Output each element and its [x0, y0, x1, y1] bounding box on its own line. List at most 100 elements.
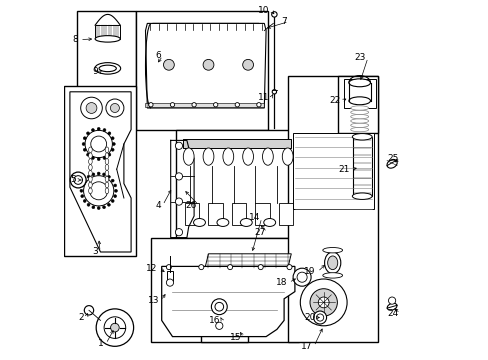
Circle shape — [97, 207, 100, 210]
Circle shape — [107, 203, 110, 206]
Ellipse shape — [183, 148, 194, 165]
Bar — [337, 76, 377, 133]
Circle shape — [313, 311, 326, 324]
Circle shape — [96, 309, 133, 346]
Circle shape — [227, 265, 232, 270]
Circle shape — [83, 137, 86, 140]
Circle shape — [163, 59, 174, 70]
Circle shape — [114, 189, 117, 192]
Ellipse shape — [88, 182, 92, 188]
Polygon shape — [149, 23, 264, 31]
Ellipse shape — [350, 106, 368, 110]
Circle shape — [175, 142, 182, 149]
Circle shape — [102, 173, 105, 176]
Circle shape — [203, 59, 213, 70]
Text: 13: 13 — [147, 296, 159, 305]
Bar — [208, 203, 223, 225]
Ellipse shape — [193, 219, 205, 226]
Circle shape — [296, 272, 306, 282]
Text: 23: 23 — [354, 53, 366, 62]
Ellipse shape — [105, 165, 108, 170]
Circle shape — [170, 103, 174, 107]
Text: 1: 1 — [98, 339, 104, 348]
Circle shape — [107, 175, 110, 178]
Text: 26: 26 — [185, 201, 197, 210]
Circle shape — [110, 104, 119, 112]
Circle shape — [91, 129, 94, 131]
Polygon shape — [292, 79, 373, 340]
Circle shape — [92, 206, 95, 209]
Bar — [185, 203, 199, 225]
Polygon shape — [145, 23, 265, 108]
Circle shape — [81, 97, 102, 119]
Circle shape — [108, 153, 111, 156]
Ellipse shape — [263, 219, 275, 226]
Text: 17: 17 — [300, 342, 311, 351]
Circle shape — [175, 198, 182, 205]
Circle shape — [89, 182, 107, 200]
Ellipse shape — [262, 148, 273, 165]
Circle shape — [86, 153, 89, 156]
Text: 8: 8 — [72, 35, 78, 44]
Ellipse shape — [272, 90, 276, 94]
Circle shape — [86, 103, 97, 113]
Ellipse shape — [348, 97, 370, 105]
Ellipse shape — [327, 256, 337, 270]
Bar — [278, 203, 292, 225]
Text: 18: 18 — [275, 278, 286, 287]
Circle shape — [112, 143, 115, 145]
Ellipse shape — [271, 12, 277, 17]
Circle shape — [83, 179, 86, 182]
Polygon shape — [183, 148, 294, 166]
Ellipse shape — [348, 79, 370, 87]
Circle shape — [242, 59, 253, 70]
Text: 12: 12 — [146, 264, 157, 273]
Ellipse shape — [282, 148, 292, 165]
Ellipse shape — [386, 159, 396, 168]
Circle shape — [81, 184, 83, 187]
Ellipse shape — [350, 114, 368, 119]
Bar — [231, 203, 246, 225]
Circle shape — [175, 229, 182, 236]
Ellipse shape — [217, 219, 228, 226]
Ellipse shape — [88, 170, 92, 176]
Ellipse shape — [351, 134, 371, 140]
Polygon shape — [213, 319, 225, 333]
Ellipse shape — [386, 303, 396, 310]
Bar — [95, 25, 120, 39]
Circle shape — [83, 176, 114, 206]
Circle shape — [318, 297, 328, 308]
Circle shape — [387, 297, 395, 304]
Circle shape — [97, 127, 100, 130]
Circle shape — [91, 136, 106, 152]
Ellipse shape — [88, 165, 92, 170]
Ellipse shape — [350, 127, 368, 132]
Circle shape — [103, 157, 106, 159]
Circle shape — [111, 179, 114, 182]
Text: 19: 19 — [304, 267, 315, 276]
Bar — [287, 76, 377, 342]
Text: 24: 24 — [386, 309, 398, 318]
Circle shape — [106, 99, 123, 117]
Circle shape — [87, 175, 90, 178]
Polygon shape — [233, 325, 244, 334]
Ellipse shape — [350, 119, 368, 123]
Ellipse shape — [95, 36, 120, 42]
Ellipse shape — [350, 110, 368, 114]
Circle shape — [84, 306, 94, 315]
Text: 20: 20 — [304, 313, 315, 322]
Circle shape — [148, 103, 153, 107]
Circle shape — [70, 172, 86, 188]
Circle shape — [92, 173, 95, 176]
Ellipse shape — [203, 148, 213, 165]
Bar — [292, 133, 373, 209]
Text: 5: 5 — [70, 175, 76, 184]
Polygon shape — [70, 92, 131, 252]
Circle shape — [82, 143, 85, 145]
Circle shape — [213, 103, 218, 107]
Ellipse shape — [351, 193, 371, 199]
Ellipse shape — [88, 159, 92, 165]
Text: 22: 22 — [329, 96, 340, 105]
Circle shape — [103, 129, 106, 131]
Ellipse shape — [88, 153, 92, 158]
